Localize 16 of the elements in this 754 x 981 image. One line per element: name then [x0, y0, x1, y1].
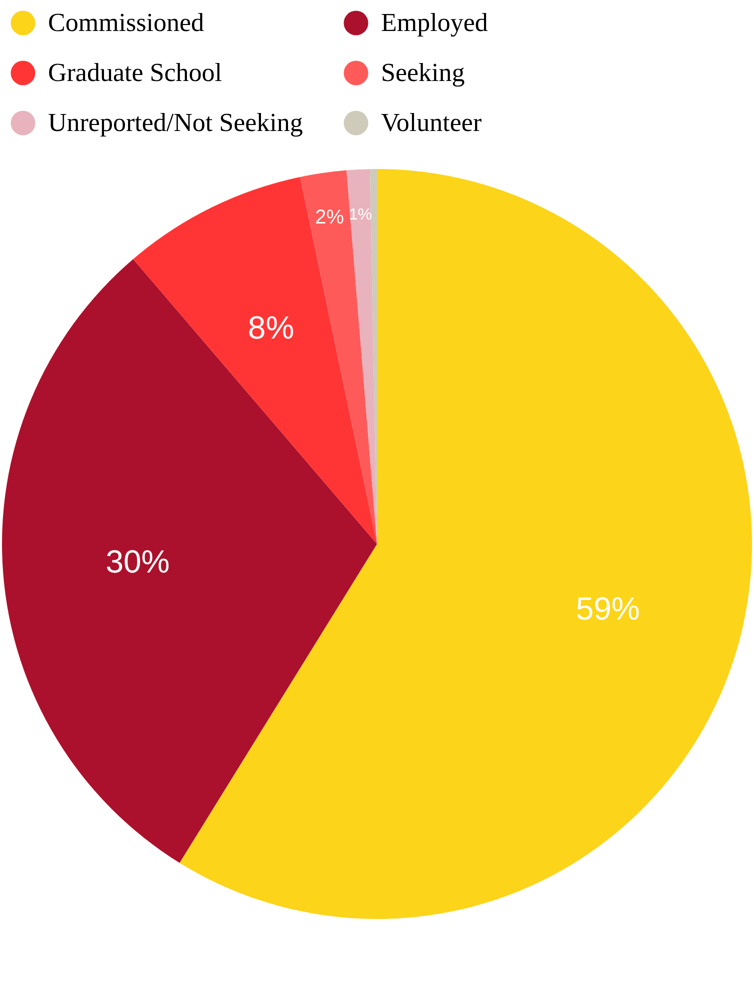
legend-label: Unreported/Not Seeking	[48, 108, 303, 137]
data-label: 59%	[576, 590, 640, 627]
legend-label: Graduate School	[48, 58, 222, 87]
pie-slice	[133, 176, 377, 544]
data-label: 8%	[248, 310, 294, 346]
pie-slice	[300, 170, 377, 544]
data-label: 2%	[315, 206, 344, 228]
pie-slice	[2, 259, 377, 863]
pie-slice	[346, 169, 377, 544]
legend-label: Commissioned	[48, 8, 204, 37]
legend-label: Seeking	[381, 58, 465, 87]
data-label: 30%	[106, 543, 170, 580]
pie-slice	[180, 169, 752, 919]
legend-label: Volunteer	[381, 108, 482, 137]
data-label: 1%	[348, 206, 372, 224]
legend-label: Employed	[381, 8, 488, 37]
